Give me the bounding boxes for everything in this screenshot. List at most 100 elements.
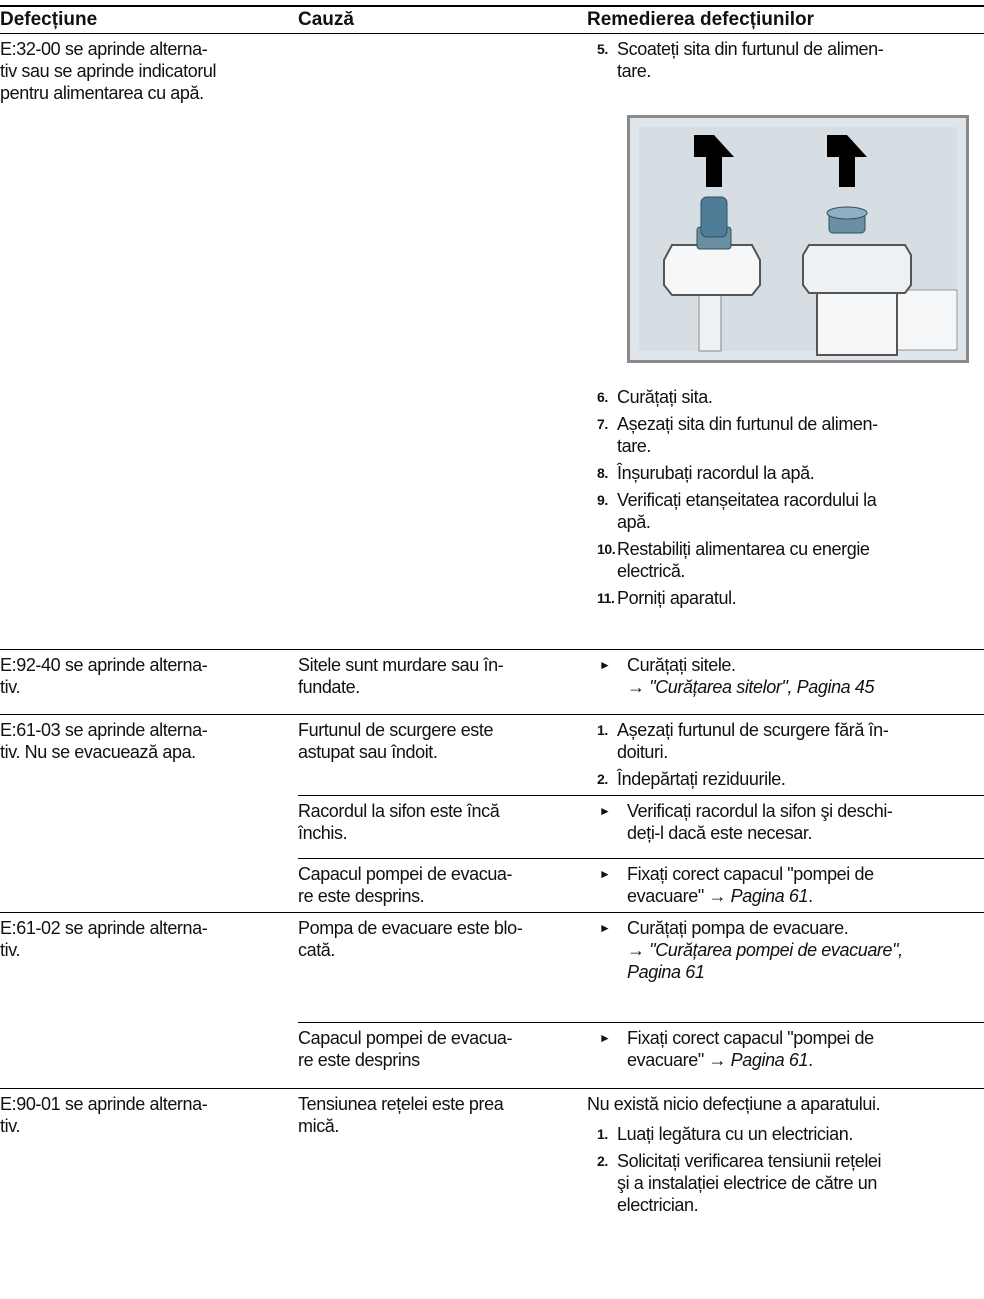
remedy-step: ► Curățați pompa de evacuare. → "Curățare… (587, 917, 984, 983)
remedy-step: 7. Așezați sita din furtunul de alimen- t… (587, 413, 984, 457)
remedy-step: ► Fixați corect capacul "pompei de evacua… (587, 863, 984, 907)
remedy-cell: ► Curățați sitele. → "Curățarea sitelor",… (587, 649, 984, 715)
remedy-cell: 5. Scoateți sita din furtunul de alimen- … (587, 33, 984, 650)
table-row: E:61-02 se aprinde alterna- tiv. Pompa de… (0, 912, 984, 1089)
step-text: Verificați racordul la sifon şi deschi- … (627, 801, 893, 843)
step-text: . (808, 1050, 813, 1070)
header-cell: Defecțiune (0, 5, 298, 34)
cause-cell: Sitele sunt murdare sau în- fundate. (298, 649, 587, 715)
step-text: Așezați furtunul de scurgere fără în- do… (617, 720, 889, 762)
remedy-cell: Nu există nicio defecțiune a aparatului.… (587, 1088, 984, 1296)
header-cell: Cauză (298, 5, 587, 34)
table-row: E:90-01 se aprinde alterna- tiv. Tensiune… (0, 1088, 984, 1296)
table-row: Racordul la sifon este încă închis. ► Veri… (0, 795, 984, 859)
bullet: ► (599, 804, 611, 818)
step-number: 9. (597, 492, 608, 508)
step-number: 11. (597, 590, 615, 606)
header-cell: Remedierea defecțiunilor (587, 5, 984, 34)
step-text: Scoateți sita din furtunul de alimen- ta… (617, 38, 884, 82)
step-text: Înșurubați racordul la apă. (617, 462, 815, 484)
step-text: Luați legătura cu un electrician. (617, 1123, 853, 1145)
step-text: Îndepărtați reziduurile. (617, 769, 786, 789)
step-text: Curățați pompa de evacuare. → "Curățarea… (627, 917, 903, 983)
troubleshooting-table: Defecțiune Cauză Remedierea defecțiunilo… (0, 5, 984, 1296)
cause-cell: Furtunul de scurgere este astupat sau în… (298, 714, 587, 796)
step-text: Fixați corect capacul "pompei de evacuar… (627, 863, 874, 907)
step-text: Înșurubați racordul la apă. (617, 463, 815, 483)
cross-reference: Pagina 61 (730, 1050, 809, 1070)
step-text: Scoateți sita din furtunul de alimen- ta… (617, 39, 884, 81)
step-text: Porniți aparatul. (617, 588, 737, 608)
step-number: 6. (597, 389, 608, 405)
step-number: 1. (597, 722, 608, 738)
step-number: 2. (597, 1153, 608, 1169)
step-text: Verificați racordul la sifon şi deschi- … (627, 800, 893, 844)
step-text: Restabiliți alimentarea cu energie elect… (617, 539, 870, 581)
cause-cell (298, 33, 587, 650)
table-row: E:92-40 se aprinde alterna- tiv. Sitele s… (0, 649, 984, 715)
table-row: Capacul pompei de evacua- re este despri… (0, 1022, 984, 1089)
step-number: 1. (597, 1126, 608, 1142)
remedy-note: Nu există nicio defecțiune a aparatului. (587, 1094, 881, 1114)
step-text: Verificați etanșeitatea racordului la ap… (617, 489, 877, 533)
table-row: E:32-00 se aprinde alterna- tiv sau se a… (0, 33, 984, 650)
cross-reference: → "Curățarea sitelor", Pagina 45 (627, 677, 875, 697)
step-text: Așezați sita din furtunul de alimen- tar… (617, 413, 878, 457)
defect-cell: E:90-01 se aprinde alterna- tiv. (0, 1088, 298, 1296)
table-row: Capacul pompei de evacua- re este despri… (0, 858, 984, 913)
step-number: 5. (597, 41, 608, 57)
step-text: Curățați pompa de evacuare. (627, 918, 849, 938)
step-text: Curățați sitele. (627, 655, 736, 675)
step-text: Curățați sita. (617, 387, 713, 407)
page: Defecțiune Cauză Remedierea defecțiunilo… (0, 5, 984, 1299)
step-text: . (808, 886, 813, 906)
remedy-step: ► Verificați racordul la sifon şi deschi-… (587, 800, 984, 844)
remedy-step: 6. Curățați sita. (587, 386, 984, 408)
remedy-step: 2. Îndepărtați reziduurile. (587, 768, 984, 790)
step-text: Fixați corect capacul "pompei de evacuar… (627, 864, 874, 906)
remedy-step: 8. Înșurubați racordul la apă. (587, 462, 984, 484)
remedy-step: 1. Luați legătura cu un electrician. (587, 1123, 984, 1145)
bullet: ► (599, 1031, 611, 1045)
cause-cell: Capacul pompei de evacua- re este despri… (298, 1022, 587, 1089)
remedy-cell: ► Verificați racordul la sifon şi deschi-… (587, 795, 984, 859)
bullet: ► (599, 921, 611, 935)
step-text: Fixați corect capacul "pompei de evacuar… (627, 1027, 874, 1071)
step-number: 8. (597, 465, 608, 481)
step-number: 10. (597, 541, 616, 557)
remedy-step: ► Fixați corect capacul "pompei de evacua… (587, 1027, 984, 1071)
remedy-cell: ► Fixați corect capacul "pompei de evacua… (587, 858, 984, 913)
defect-cell: E:61-03 se aprinde alterna- tiv. Nu se e… (0, 714, 298, 913)
cause-cell: Tensiunea rețelei este prea mică. (298, 1088, 587, 1296)
step-number: 2. (597, 771, 608, 787)
step-text: Curățați sita. (617, 386, 713, 408)
cause-cell: Racordul la sifon este încă închis. (298, 795, 587, 859)
defect-cell: E:61-02 se aprinde alterna- tiv. (0, 912, 298, 1089)
remedy-step: 5. Scoateți sita din furtunul de alimen- … (587, 38, 984, 82)
cause-cell: Capacul pompei de evacua- re este despri… (298, 858, 587, 913)
remedy-step: 10. Restabiliți alimentarea cu energie el… (587, 538, 984, 582)
table-row: E:61-03 se aprinde alterna- tiv. Nu se e… (0, 714, 984, 913)
remedy-step: 11. Porniți aparatul. (587, 587, 984, 609)
bullet: ► (599, 867, 611, 881)
header-row: Defecțiune Cauză Remedierea defecțiunilo… (0, 5, 984, 34)
defect-cell: E:32-00 se aprinde alterna- tiv sau se a… (0, 33, 298, 650)
step-text: Așezați sita din furtunul de alimen- tar… (617, 414, 878, 456)
remedy-step: ► Curățați sitele. → "Curățarea sitelor",… (587, 654, 984, 698)
defect-cell: E:92-40 se aprinde alterna- tiv. (0, 649, 298, 715)
step-text: Solicitați verificarea tensiunii rețelei… (617, 1151, 882, 1215)
cross-reference: Pagina 61 (730, 886, 809, 906)
bullet: ► (599, 658, 611, 672)
step-text: Porniți aparatul. (617, 587, 737, 609)
step-text: Curățați sitele. → "Curățarea sitelor", … (627, 654, 875, 698)
remedy-cell: ► Curățați pompa de evacuare. → "Curățare… (587, 912, 984, 1023)
step-text: Fixați corect capacul "pompei de evacuar… (627, 1028, 874, 1070)
remedy-cell: ► Fixați corect capacul "pompei de evacua… (587, 1022, 984, 1089)
remedy-step: 9. Verificați etanșeitatea racordului la … (587, 489, 984, 533)
step-text: Restabiliți alimentarea cu energie elect… (617, 538, 870, 582)
step-text: Așezați furtunul de scurgere fără în- do… (617, 719, 889, 763)
remedy-step: 2. Solicitați verificarea tensiunii rețel… (587, 1150, 984, 1216)
cross-reference: → "Curățarea pompei de evacuare", Pagina… (627, 940, 903, 982)
step-number: 7. (597, 416, 608, 432)
remedy-step: 1. Așezați furtunul de scurgere fără în- … (587, 719, 984, 763)
